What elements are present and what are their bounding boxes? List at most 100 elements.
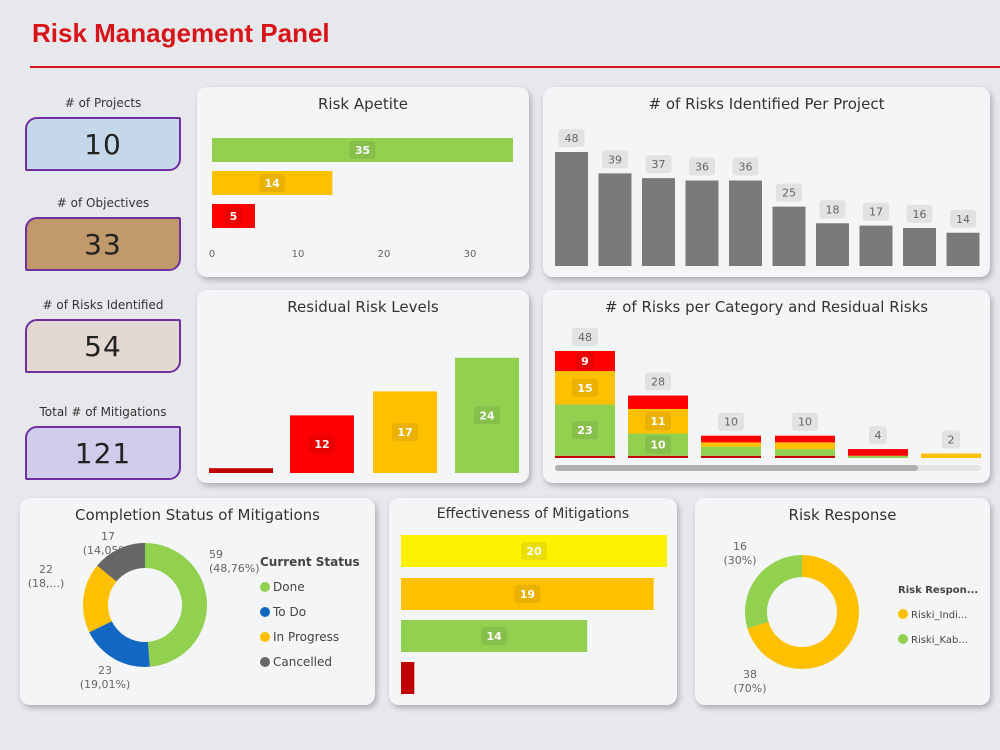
data-label: 48	[565, 132, 579, 145]
bar-segment	[775, 442, 835, 450]
data-label-bg	[514, 585, 541, 603]
chart-svg: 20 19 14	[401, 535, 667, 694]
bar	[212, 204, 255, 228]
data-label-bg	[819, 200, 846, 219]
slice-value-label: 22	[39, 563, 53, 576]
bar	[373, 391, 437, 473]
scrollbar[interactable]	[555, 465, 918, 471]
legend-item[interactable]: Cancelled	[273, 655, 332, 669]
residual-risk-panel[interactable]: Residual Risk Levels 12 17 24	[197, 290, 529, 483]
data-label-bg	[309, 435, 335, 454]
data-label-bg	[689, 157, 715, 176]
bar	[401, 620, 588, 652]
chart-svg: 12 17 24	[209, 357, 519, 473]
data-label-bg	[950, 209, 976, 228]
panel-title: Completion Status of Mitigations	[75, 506, 320, 524]
legend-marker	[260, 657, 270, 667]
slice-percent-label: (70%)	[733, 682, 766, 695]
bar	[729, 180, 762, 266]
effectiveness-panel[interactable]: Effectiveness of Mitigations 20 19 14	[389, 498, 677, 705]
bar	[401, 578, 654, 610]
data-label: 16	[913, 208, 927, 221]
data-label-bg	[572, 421, 598, 440]
bar	[642, 178, 675, 266]
kpi-mitigations-card[interactable]: 121	[25, 426, 181, 480]
bar	[209, 468, 273, 473]
total-label: 28	[651, 376, 665, 389]
bar-segment	[701, 435, 761, 443]
risks-per-project-panel[interactable]: # of Risks Identified Per Project 48 39 37 3…	[543, 87, 990, 277]
chart-svg: 23 15 9 48 10 11 28 10 10 4 2	[555, 327, 981, 471]
total-label: 4	[875, 429, 882, 442]
slice-value-label: 59	[209, 548, 223, 561]
bar	[685, 180, 719, 266]
data-label-bg	[906, 205, 933, 223]
risks-per-category-panel[interactable]: # of Risks per Category and Residual Ris…	[543, 290, 990, 483]
donut-slice	[145, 543, 207, 667]
data-label-bg	[863, 202, 889, 221]
legend-item[interactable]: To Do	[272, 605, 306, 619]
chart-svg: 48 39 37 36 36 25 18 17 16 14	[555, 129, 980, 266]
kpi-projects-card[interactable]: 10	[25, 117, 181, 171]
bar	[401, 535, 667, 567]
data-label-bg	[776, 183, 802, 202]
bar	[555, 152, 588, 266]
bar-segment	[555, 350, 615, 372]
legend-title: Current Status	[260, 555, 360, 569]
legend-item[interactable]: Done	[273, 580, 305, 594]
slice-value-label: 17	[101, 530, 115, 543]
legend-item[interactable]: In Progress	[273, 630, 339, 644]
data-label-bg	[474, 406, 500, 425]
bar-segment	[628, 433, 688, 456]
data-label-bg	[792, 412, 818, 431]
bar	[816, 223, 849, 266]
title-divider	[30, 66, 1000, 68]
kpi-objectives-card[interactable]: 33	[25, 217, 181, 271]
data-label-bg	[392, 423, 418, 442]
total-label: 2	[948, 434, 955, 447]
bar	[212, 138, 513, 162]
legend-item[interactable]: Riski_Indi...	[911, 610, 967, 621]
bar-segment	[628, 395, 688, 409]
risk-apetite-panel[interactable]: Risk Apetite 35 14 5 0 10 20 30	[197, 87, 529, 277]
completion-status-panel[interactable]: Completion Status of Mitigations 59 (48,76…	[20, 498, 375, 705]
panel-title: Risk Apetite	[317, 95, 409, 113]
data-label: 12	[314, 438, 329, 451]
bar	[903, 228, 936, 266]
slice-percent-label: (19,01%)	[80, 678, 131, 691]
bar-segment	[775, 455, 835, 458]
data-label-bg	[224, 207, 243, 225]
data-label: 9	[581, 355, 589, 368]
data-label: 18	[826, 203, 840, 216]
bar	[772, 206, 806, 266]
bar	[859, 225, 893, 266]
data-label: 17	[397, 426, 412, 439]
donut-slice	[745, 555, 802, 629]
bar-segment	[555, 404, 615, 456]
panel-title: # of Risks Identified Per Project	[648, 95, 885, 113]
bar-segment	[555, 371, 615, 405]
data-label: 14	[486, 630, 502, 643]
data-label-bg	[869, 426, 887, 445]
kpi-risks-card[interactable]: 54	[25, 319, 181, 373]
data-label: 35	[355, 144, 370, 157]
legend-marker	[260, 582, 270, 592]
data-label: 36	[695, 161, 709, 174]
data-label-bg	[645, 412, 671, 431]
data-label: 10	[650, 439, 666, 452]
chart-svg: 38(70%) 16(30%) Risk Respon... Riski_Indi..…	[723, 540, 978, 695]
data-label: 14	[956, 213, 970, 226]
bar	[401, 662, 415, 694]
data-label: 39	[608, 153, 622, 166]
data-label: 23	[577, 424, 592, 437]
kpi-objectives-label: # of Objectives	[56, 196, 150, 210]
kpi-projects-label: # of Projects	[64, 96, 142, 110]
slice-percent-label: (30%)	[723, 554, 756, 567]
data-label-bg	[572, 327, 598, 346]
legend-title: Risk Respon...	[898, 585, 978, 596]
chart-svg: 59(48,76%) 23(19,01%) 22(18,...) 17(14,05%)…	[28, 530, 360, 691]
risk-response-panel[interactable]: Risk Response 38 (70%) 16 (30%) Risk Respon..…	[695, 498, 990, 705]
legend-marker	[898, 634, 908, 644]
legend-item[interactable]: Riski_Kab...	[911, 635, 968, 646]
data-label: 15	[577, 382, 592, 395]
